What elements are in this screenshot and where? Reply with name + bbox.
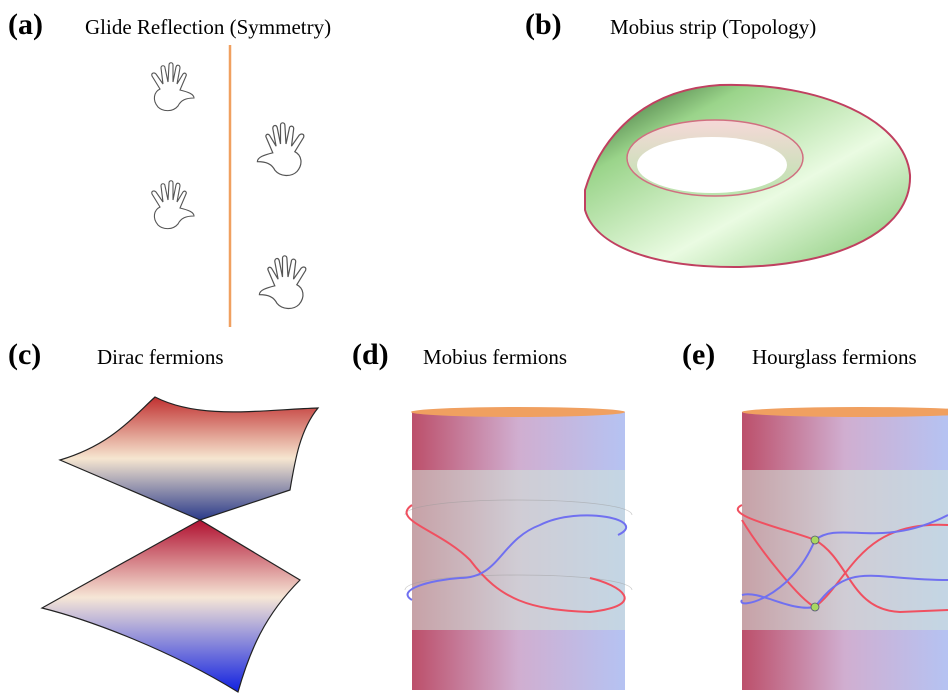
hand (152, 181, 194, 229)
panel-label: (e) (682, 338, 715, 371)
panel-label: (a) (8, 8, 43, 41)
panel-title: Dirac fermions (97, 345, 224, 369)
panel-title: Glide Reflection (Symmetry) (85, 15, 331, 39)
panel-label: (c) (8, 338, 41, 371)
panel-title: Mobius fermions (423, 345, 567, 369)
hand (259, 256, 305, 309)
panel-label: (b) (525, 8, 562, 41)
dirac-cone (42, 397, 318, 692)
panel-title: Mobius strip (Topology) (610, 15, 816, 39)
cylinder (738, 407, 948, 690)
hand (257, 123, 303, 176)
hand (152, 63, 194, 111)
mobius-strip (585, 85, 910, 267)
cylinder (405, 407, 632, 690)
panel-title: Hourglass fermions (752, 345, 917, 369)
figure: (a) Glide Reflection (Symmetry) (b) Mobi… (0, 0, 948, 698)
panel-label: (d) (352, 338, 389, 371)
